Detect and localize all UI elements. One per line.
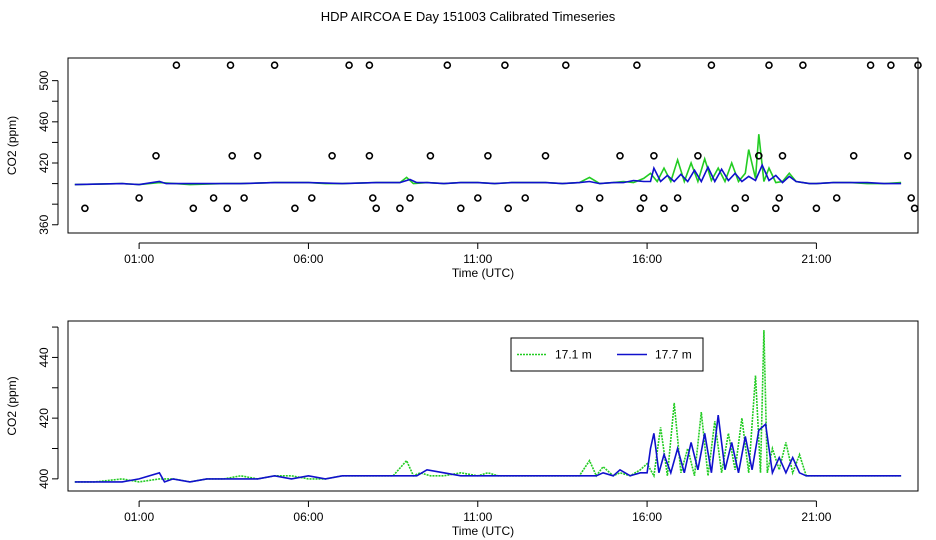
x-axis-title: Time (UTC) (452, 266, 514, 280)
bottom-panel: 01:00 06:00 11:00 16:00 21:00 Time (UTC) 400 42… (5, 320, 919, 538)
x-axis-title: Time (UTC) (452, 524, 514, 538)
scatter-point (731, 204, 739, 213)
scatter-point (226, 61, 235, 69)
scatter-point (228, 152, 236, 160)
scatter-point (765, 61, 773, 69)
y-tick-label: 420 (37, 153, 51, 173)
scatter-point (903, 152, 912, 160)
scatter-point (473, 194, 482, 202)
scatter-point (365, 61, 374, 69)
scatter-point (521, 194, 530, 202)
top-panel: 01:00 06:00 11:00 16:00 21:00 Time (UTC) 360 42… (5, 57, 922, 280)
scatter-point (887, 61, 895, 69)
x-tick-label: 11:00 (463, 510, 492, 524)
scatter-point (368, 194, 377, 202)
scatter-point (650, 152, 658, 160)
scatter-point (636, 204, 645, 213)
x-tick-label: 01:00 (124, 510, 154, 524)
scatter-point (849, 152, 858, 160)
scatter-point (456, 204, 465, 213)
scatter-point (152, 152, 160, 160)
scatter-point (771, 204, 780, 213)
scatter-point (575, 204, 584, 213)
scatter-point (707, 61, 716, 69)
scatter-point (910, 204, 919, 213)
scatter-point (328, 152, 336, 160)
scatter-point (501, 61, 509, 69)
legend-label: 17.1 m (555, 348, 592, 362)
scatter-point (660, 204, 668, 213)
scatter-point (372, 204, 381, 213)
series-line-blue (74, 163, 902, 186)
scatter-point (209, 194, 218, 202)
scatter-point (754, 152, 763, 160)
scatter-point (443, 61, 452, 69)
scatter-point (639, 194, 648, 202)
scatter-point (189, 204, 198, 213)
scatter-point (345, 61, 353, 69)
scatter-point (365, 152, 374, 160)
scatter-point (866, 61, 875, 69)
series-line-177m (74, 415, 902, 483)
scatter-point (81, 204, 89, 213)
scatter-point (799, 61, 807, 69)
scatter-point (135, 194, 143, 202)
scatter-point (741, 194, 750, 202)
scatter-point (172, 61, 181, 69)
scatter-point (832, 194, 841, 202)
plot-frame (67, 320, 919, 492)
scatter-point (907, 194, 916, 202)
scatter-point (673, 194, 682, 202)
y-axis-title: CO2 (ppm) (5, 376, 19, 435)
scatter-point (223, 204, 231, 213)
y-tick-label: 440 (37, 347, 51, 367)
scatter-point (484, 152, 492, 160)
scatter-point (914, 61, 922, 69)
scatter-point (561, 61, 570, 69)
scatter-point (240, 194, 248, 202)
x-tick-label: 11:00 (463, 252, 492, 266)
x-tick-label: 21:00 (801, 510, 831, 524)
x-tick-label: 16:00 (632, 252, 662, 266)
series-line-171m (74, 330, 902, 483)
scatter-point (595, 194, 604, 202)
scatter-point (406, 194, 414, 202)
scatter-point (778, 152, 787, 160)
plot-frame (67, 57, 919, 234)
chart-title: HDP AIRCOA E Day 151003 Calibrated Times… (320, 9, 616, 24)
x-tick-label: 01:00 (124, 252, 154, 266)
scatter-point (307, 194, 316, 202)
scatter-point (812, 204, 821, 213)
scatter-point (633, 61, 641, 69)
y-tick-label: 420 (37, 408, 51, 428)
x-tick-label: 21:00 (801, 252, 831, 266)
scatter-point (504, 204, 513, 213)
scatter-point (270, 61, 279, 69)
y-axis-title: CO2 (ppm) (5, 116, 19, 175)
scatter-point (775, 194, 784, 202)
scatter-point (291, 204, 299, 213)
x-tick-label: 06:00 (293, 252, 323, 266)
legend-label: 17.7 m (655, 348, 692, 362)
scatter-point (541, 152, 550, 160)
scatter-point (694, 152, 702, 160)
x-tick-label: 16:00 (632, 510, 662, 524)
x-tick-label: 06:00 (293, 510, 323, 524)
scatter-point (253, 152, 262, 160)
scatter-point (616, 152, 624, 160)
scatter-point (396, 204, 404, 213)
y-tick-label: 460 (37, 111, 51, 131)
scatter-point (426, 152, 435, 160)
y-tick-label: 360 (37, 214, 51, 234)
y-tick-label: 400 (37, 469, 51, 489)
y-tick-label: 500 (37, 70, 51, 90)
